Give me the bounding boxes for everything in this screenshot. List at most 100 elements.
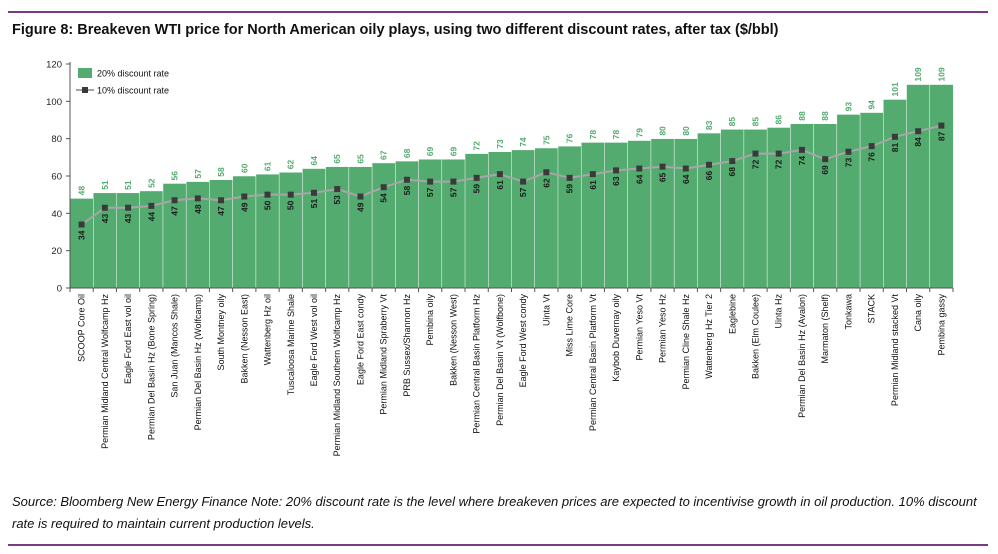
bar: [580, 142, 605, 289]
line-value-label: 72: [750, 159, 760, 169]
bar-value-label: 48: [77, 186, 87, 196]
line-value-label: 57: [448, 187, 458, 197]
line-value-label: 64: [634, 174, 644, 184]
bar: [464, 153, 489, 289]
line-marker: [845, 148, 852, 155]
line-marker: [78, 221, 85, 228]
line-value-label: 50: [263, 200, 273, 210]
x-tick-label: Permian Central Basin Platform Hz: [472, 294, 482, 434]
x-tick-label: Wattenberg Hz oil: [263, 294, 273, 365]
x-tick-label: Uinta Hz: [774, 294, 784, 329]
legend-label-10pct: 10% discount rate: [97, 86, 169, 96]
line-marker: [125, 204, 132, 211]
x-tick-label: Eagle Ford West condy: [518, 294, 528, 388]
bar: [673, 138, 698, 289]
bar-value-label: 75: [541, 135, 551, 145]
line-marker: [613, 167, 620, 174]
bar: [209, 179, 234, 289]
bar: [697, 132, 722, 289]
x-tick-label: Permian Cline Shale Hz: [681, 294, 691, 390]
line-value-label: 74: [797, 156, 807, 166]
data-labels: 48 51 51 52 56 57 58 60 61 62 64 65 65 67 68 69 69 72 73 74…: [77, 67, 947, 240]
line-value-label: 57: [425, 187, 435, 197]
line-value-label: 64: [681, 174, 691, 184]
line-value-label: 47: [216, 206, 226, 216]
line-marker: [171, 197, 178, 204]
line-value-label: 62: [541, 178, 551, 188]
bar-value-label: 57: [193, 169, 203, 179]
bar: [859, 112, 884, 289]
bar: [69, 198, 94, 289]
x-tick-label: Permian Midland Spraberry Vt: [379, 294, 389, 415]
legend-swatch-bar: [78, 68, 92, 78]
x-tick-label: Cana oily: [913, 294, 923, 332]
bar-value-label: 69: [448, 146, 458, 156]
breakeven-chart: 0 20 40 60 80 100 120 SCOOP Core Oil Permian Mid…: [46, 60, 954, 456]
line-value-label: 43: [123, 213, 133, 223]
line-value-label: 59: [472, 184, 482, 194]
bar: [929, 84, 954, 289]
x-tick-label: Tuscaloosa Marine Shale: [286, 294, 296, 395]
line-value-label: 81: [890, 143, 900, 153]
line-value-label: 68: [727, 167, 737, 177]
bar: [627, 140, 652, 289]
bar: [720, 129, 745, 289]
bar: [534, 147, 559, 289]
bar: [348, 166, 373, 289]
bar-value-label: 51: [123, 180, 133, 190]
line-marker: [264, 191, 271, 198]
x-tick-label: Eagle Ford East vol oil: [123, 294, 133, 384]
line-value-label: 58: [402, 185, 412, 195]
bar-value-label: 88: [820, 111, 830, 121]
line-value-label: 49: [355, 202, 365, 212]
legend-swatch-marker: [82, 87, 88, 93]
series-line: [81, 124, 942, 226]
line-10pct: [78, 122, 945, 228]
line-marker: [241, 193, 248, 200]
line-value-label: 57: [518, 187, 528, 197]
top-rule: [8, 11, 988, 13]
bar: [441, 158, 466, 289]
line-value-label: 48: [193, 204, 203, 214]
bar-value-label: 65: [332, 154, 342, 164]
bar-value-label: 51: [100, 180, 110, 190]
y-tick-label: 40: [51, 209, 62, 220]
bar-value-label: 74: [518, 137, 528, 147]
y-tick-label: 0: [57, 284, 62, 295]
line-value-label: 84: [913, 137, 923, 147]
line-value-label: 87: [936, 131, 946, 141]
bar-value-label: 56: [170, 171, 180, 181]
x-tick-label: Eagle Ford East condy: [355, 294, 365, 386]
bar: [302, 168, 327, 289]
line-marker: [403, 176, 410, 183]
bar-value-label: 83: [704, 120, 714, 130]
legend: 20% discount rate 10% discount rate: [76, 68, 169, 96]
bar-value-label: 61: [263, 161, 273, 171]
bar-value-label: 64: [309, 156, 319, 166]
line-value-label: 61: [588, 180, 598, 190]
bar-value-label: 65: [355, 154, 365, 164]
x-tick-label: Permian Yeso Hz: [658, 294, 668, 364]
line-marker: [194, 195, 201, 202]
line-value-label: 47: [170, 206, 180, 216]
line-value-label: 43: [100, 213, 110, 223]
bar-value-label: 94: [867, 100, 877, 110]
bar-value-label: 69: [425, 146, 435, 156]
bar-value-label: 86: [774, 115, 784, 125]
x-tick-label: PRB Sussex/Shannon Hz: [402, 294, 412, 397]
x-tick-label: Marmaton (Shelf): [820, 294, 830, 364]
bar-value-label: 80: [658, 126, 668, 136]
line-marker: [589, 171, 596, 178]
y-tick-label: 100: [46, 97, 62, 108]
bar-value-label: 80: [681, 126, 691, 136]
line-marker: [636, 165, 643, 172]
x-tick-label: South Montney oily: [216, 294, 226, 371]
axes: 0 20 40 60 80 100 120 SCOOP Core Oil Permian Mid…: [46, 60, 954, 456]
bar: [557, 145, 582, 289]
x-tick-label: SCOOP Core Oil: [77, 294, 87, 362]
line-marker: [566, 174, 573, 181]
x-tick-label: Permian Del Basin Hz (Bone Spring): [146, 294, 156, 440]
bar: [232, 175, 257, 289]
x-tick-label: Pembina gassy: [936, 294, 946, 356]
figure-title: Figure 8: Breakeven WTI price for North …: [12, 22, 779, 38]
